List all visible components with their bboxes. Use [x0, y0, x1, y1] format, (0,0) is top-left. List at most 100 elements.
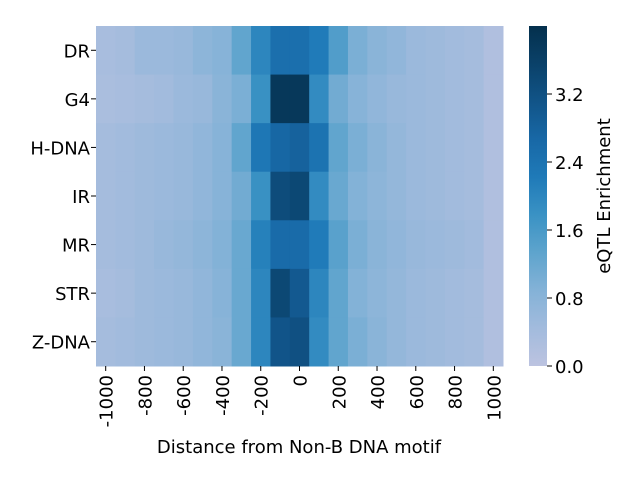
- heatmap-cell: [425, 220, 446, 270]
- x-tick-label: 1000: [484, 375, 505, 421]
- heatmap-cell: [270, 317, 291, 367]
- heatmap-cell: [309, 26, 330, 76]
- heatmap-cell: [212, 74, 233, 124]
- heatmap-cell: [444, 123, 465, 173]
- heatmap-cell: [251, 26, 271, 76]
- x-axis-label: Distance from Non-B DNA motif: [157, 437, 442, 458]
- heatmap-cell: [192, 26, 213, 76]
- heatmap-cell: [289, 74, 310, 124]
- x-tick-label: -400: [213, 375, 234, 416]
- heatmap-cell: [212, 220, 233, 270]
- heatmap-cell: [192, 220, 213, 270]
- heatmap-cell: [212, 26, 233, 76]
- heatmap-cell: [483, 123, 504, 173]
- heatmap-cell: [192, 171, 213, 221]
- heatmap-cell: [386, 123, 407, 173]
- x-tick-labels: -1000 -800 -600 -400 -200 0 200 400 600 800 1000: [97, 366, 505, 427]
- heatmap-cell: [115, 74, 136, 124]
- heatmap-cell: [231, 26, 252, 76]
- heatmap-cell: [464, 171, 485, 221]
- heatmap-cell: [289, 123, 310, 173]
- heatmap-cell: [328, 220, 349, 270]
- heatmap-cell: [270, 123, 291, 173]
- x-tick-label: 600: [407, 375, 428, 409]
- heatmap-cell: [96, 26, 116, 76]
- heatmap-cell: [483, 220, 504, 270]
- heatmap-cell: [270, 220, 291, 270]
- x-tick-label: 400: [368, 375, 389, 409]
- heatmap-cell: [96, 317, 116, 367]
- heatmap-cell: [289, 220, 310, 270]
- heatmap-cell: [444, 268, 465, 318]
- heatmap-cell: [309, 123, 330, 173]
- heatmap-cell: [483, 26, 504, 76]
- colorbar: [529, 26, 547, 366]
- heatmap-cell: [154, 123, 175, 173]
- colorbar-ticks: 0.0 0.8 1.6 2.4 3.2: [547, 85, 584, 378]
- heatmap-cell: [289, 268, 310, 318]
- heatmap-cell: [464, 317, 485, 367]
- heatmap-cell: [96, 268, 116, 318]
- heatmap-cell: [270, 26, 291, 76]
- heatmap-cell: [231, 171, 252, 221]
- heatmap-cell: [96, 171, 116, 221]
- heatmap-cell: [289, 26, 310, 76]
- heatmap-cell: [154, 220, 175, 270]
- heatmap-cell: [173, 123, 194, 173]
- heatmap-cell: [328, 74, 349, 124]
- heatmap-cell: [444, 171, 465, 221]
- heatmap-cell: [192, 123, 213, 173]
- heatmap-cell: [309, 171, 330, 221]
- heatmap-cell: [347, 26, 368, 76]
- heatmap-cell: [483, 171, 504, 221]
- heatmap-cell: [251, 317, 271, 367]
- heatmap-cell: [173, 171, 194, 221]
- x-tick-label: -800: [135, 375, 156, 416]
- heatmap-cell: [173, 74, 194, 124]
- heatmap-cell: [173, 317, 194, 367]
- heatmap-cell: [212, 268, 233, 318]
- heatmap-cell: [464, 220, 485, 270]
- colorbar-tick-label: 3.2: [555, 85, 584, 106]
- heatmap-cell: [347, 317, 368, 367]
- heatmap-cell: [425, 317, 446, 367]
- colorbar-tick-label: 2.4: [555, 153, 584, 174]
- heatmap-cell: [154, 171, 175, 221]
- heatmap-cell: [406, 268, 426, 318]
- colorbar-label: eQTL Enrichment: [594, 118, 615, 274]
- row-label: MR: [62, 236, 90, 257]
- heatmap-cell: [115, 268, 136, 318]
- heatmap-cell: [134, 74, 155, 124]
- x-tick-label: -600: [174, 375, 195, 416]
- heatmap-cells: [96, 26, 504, 367]
- heatmap-cell: [386, 220, 407, 270]
- heatmap-cell: [134, 26, 155, 76]
- heatmap-cell: [309, 268, 330, 318]
- heatmap-cell: [367, 26, 388, 76]
- heatmap-cell: [115, 123, 136, 173]
- heatmap-cell: [192, 74, 213, 124]
- heatmap-cell: [406, 317, 426, 367]
- row-label: G4: [65, 90, 90, 111]
- heatmap-cell: [115, 171, 136, 221]
- heatmap-cell: [289, 171, 310, 221]
- heatmap-cell: [386, 268, 407, 318]
- heatmap-cell: [406, 171, 426, 221]
- heatmap-cell: [425, 74, 446, 124]
- heatmap-cell: [251, 171, 271, 221]
- heatmap-cell: [231, 123, 252, 173]
- heatmap-cell: [347, 74, 368, 124]
- heatmap-cell: [464, 26, 485, 76]
- heatmap-cell: [347, 171, 368, 221]
- heatmap-cell: [309, 74, 330, 124]
- heatmap-cell: [328, 171, 349, 221]
- heatmap-cell: [251, 123, 271, 173]
- heatmap-cell: [154, 268, 175, 318]
- heatmap-cell: [406, 74, 426, 124]
- heatmap-cell: [309, 317, 330, 367]
- heatmap-cell: [367, 220, 388, 270]
- heatmap-cell: [134, 317, 155, 367]
- row-label: STR: [55, 284, 90, 305]
- heatmap-cell: [328, 123, 349, 173]
- heatmap-cell: [347, 220, 368, 270]
